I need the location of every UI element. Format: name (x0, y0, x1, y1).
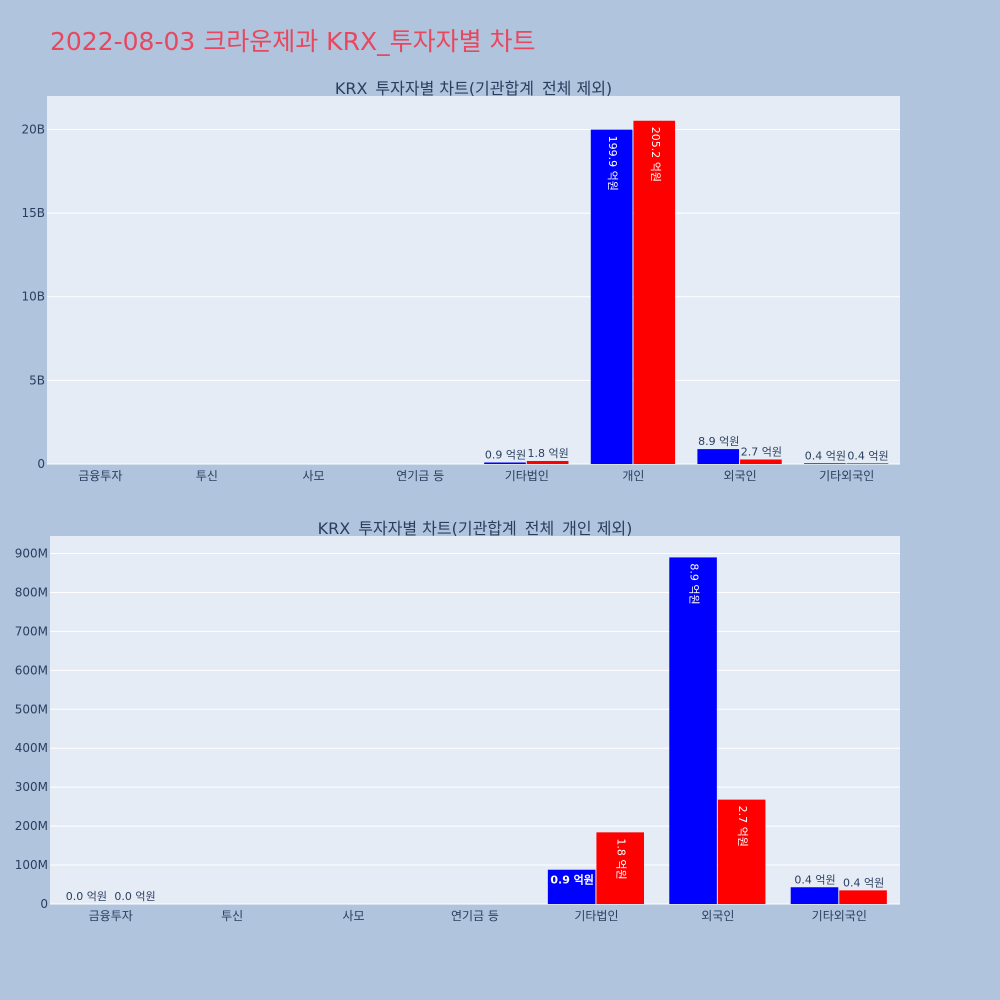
y-tick-label: 900M (15, 547, 48, 561)
page-title: 2022-08-03 크라운제과 KRX_투자자별 차트 (50, 27, 536, 56)
bar (590, 129, 633, 464)
bar (839, 890, 887, 904)
x-tick-label: 연기금 등 (451, 909, 499, 923)
y-tick-label: 10B (21, 290, 45, 304)
y-tick-label: 800M (15, 585, 48, 599)
x-tick-label: 기타외국인 (819, 469, 874, 483)
data-label: 0.0 억원 (66, 890, 107, 903)
bar (633, 120, 676, 465)
y-tick-label: 700M (15, 624, 48, 638)
x-tick-label: 개인 (622, 469, 644, 483)
data-label: 1.8 억원 (615, 838, 628, 879)
chart-title: KRX_투자자별 차트(기관합계_전체 제외) (335, 79, 612, 99)
bar (484, 462, 526, 464)
y-tick-label: 20B (21, 122, 45, 136)
x-tick-label: 사모 (303, 469, 325, 483)
data-label: 0.4 억원 (847, 449, 888, 462)
y-tick-label: 500M (15, 702, 48, 716)
x-tick-label: 금융투자 (78, 469, 122, 483)
data-label: 8.9 억원 (688, 563, 701, 604)
data-label: 0.0 억원 (114, 890, 155, 903)
y-tick-label: 0 (40, 897, 48, 911)
x-tick-label: 금융투자 (89, 909, 133, 923)
data-label: 2.7 억원 (741, 445, 782, 458)
x-tick-label: 기타법인 (505, 469, 549, 483)
x-tick-label: 기타법인 (574, 909, 618, 923)
bar (846, 463, 889, 464)
plot-area (50, 536, 900, 904)
x-tick-label: 외국인 (724, 469, 757, 483)
y-tick-label: 400M (15, 741, 48, 755)
bar (526, 460, 569, 464)
bar (717, 799, 766, 904)
data-label: 0.4 억원 (805, 449, 846, 462)
plot-area (47, 96, 900, 464)
data-label: 1.8 억원 (528, 447, 569, 460)
bar (790, 887, 839, 904)
y-tick-label: 0 (37, 457, 45, 471)
data-label: 199.9 억원 (606, 136, 619, 191)
y-tick-label: 600M (15, 663, 48, 677)
bar (804, 463, 846, 464)
x-tick-label: 기타외국인 (812, 909, 867, 923)
data-label: 0.9 억원 (485, 448, 526, 461)
bar (596, 832, 644, 904)
y-tick-label: 5B (29, 373, 45, 387)
y-tick-label: 200M (15, 819, 48, 833)
data-label: 0.4 억원 (843, 876, 884, 889)
data-label: 8.9 억원 (698, 435, 739, 448)
investor-chart-all: KRX_투자자별 차트(기관합계_전체 제외) 0 5B 10B 15B 20B 금융투자 투… (21, 79, 900, 483)
investor-chart-excl-individual: KRX_투자자별 차트(기관합계_전체_개인 제외) 0 100M 200M 300M 4… (15, 519, 900, 923)
bar (669, 557, 717, 904)
data-label: 205.2 억원 (649, 127, 662, 182)
x-tick-label: 사모 (343, 909, 365, 923)
data-label: 0.4 억원 (794, 873, 835, 886)
x-tick-label: 외국인 (701, 909, 734, 923)
data-label: 2.7 억원 (736, 806, 749, 847)
chart-title: KRX_투자자별 차트(기관합계_전체_개인 제외) (318, 519, 633, 539)
bar (697, 449, 740, 464)
y-tick-label: 15B (21, 206, 45, 220)
bar (740, 459, 782, 464)
x-tick-label: 연기금 등 (396, 469, 444, 483)
data-label: 0.9 억원 (550, 873, 594, 887)
x-tick-label: 투신 (221, 909, 243, 923)
y-tick-label: 100M (15, 858, 48, 872)
bar (547, 869, 596, 904)
y-tick-label: 300M (15, 780, 48, 794)
x-tick-label: 투신 (196, 469, 218, 483)
